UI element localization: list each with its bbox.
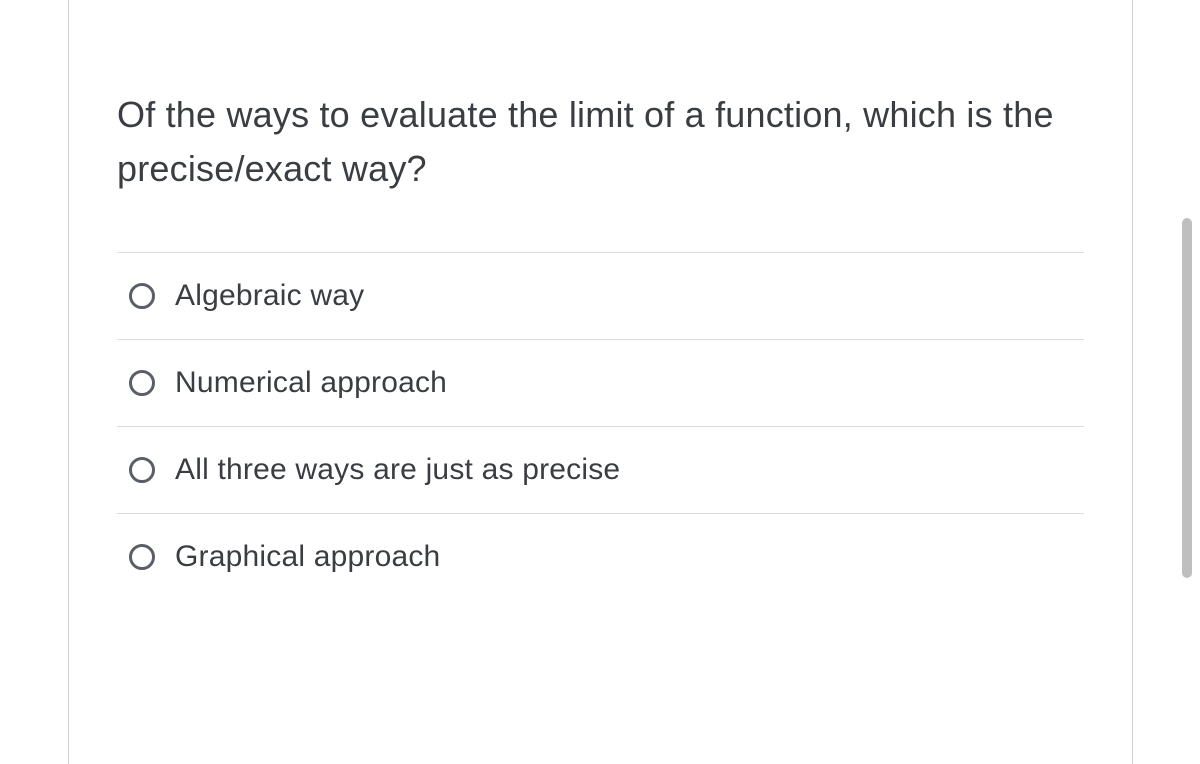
radio-icon[interactable] xyxy=(129,283,155,309)
options-list: Algebraic way Numerical approach All thr… xyxy=(117,252,1084,600)
radio-icon[interactable] xyxy=(129,457,155,483)
radio-icon[interactable] xyxy=(129,370,155,396)
option-label: All three ways are just as precise xyxy=(175,453,620,487)
option-row-3[interactable]: Graphical approach xyxy=(117,514,1084,600)
option-row-1[interactable]: Numerical approach xyxy=(117,340,1084,427)
option-label: Algebraic way xyxy=(175,279,364,313)
option-label: Numerical approach xyxy=(175,366,447,400)
option-row-0[interactable]: Algebraic way xyxy=(117,253,1084,340)
option-label: Graphical approach xyxy=(175,540,440,574)
question-card: Of the ways to evaluate the limit of a f… xyxy=(68,0,1133,764)
radio-icon[interactable] xyxy=(129,544,155,570)
question-text: Of the ways to evaluate the limit of a f… xyxy=(117,88,1084,196)
scrollbar-thumb[interactable] xyxy=(1182,218,1192,578)
option-row-2[interactable]: All three ways are just as precise xyxy=(117,427,1084,514)
